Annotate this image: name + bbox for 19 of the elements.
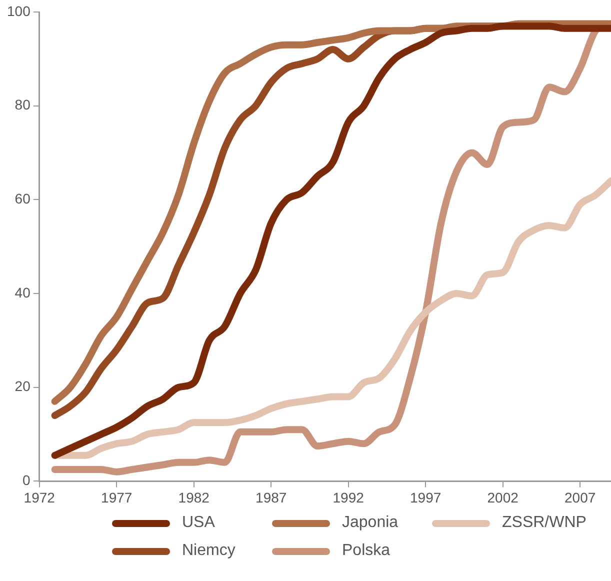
x-tick-label: 1992 [332,489,364,506]
x-tick-label: 1972 [24,489,56,506]
y-tick-label: 80 [14,96,31,113]
legend-label: ZSSR/WNP [502,514,586,532]
legend-label: Polska [342,542,390,560]
y-tick-label: 40 [14,284,31,300]
legend-label: USA [182,514,215,532]
y-tick-label: 60 [14,190,31,207]
legend-label: Niemcy [182,542,236,560]
x-tick-label: 1987 [256,489,287,506]
legend-label: Japonia [342,514,398,532]
y-tick-label: 0 [22,472,31,488]
y-tick-label: 20 [14,378,31,394]
x-tick-label: 2007 [564,489,596,506]
x-tick-label: 1982 [178,489,210,506]
y-tick-label: 100 [7,2,31,19]
x-tick-label: 1997 [410,489,442,506]
x-tick-label: 1977 [101,489,132,506]
x-tick-label: 2002 [487,489,519,506]
